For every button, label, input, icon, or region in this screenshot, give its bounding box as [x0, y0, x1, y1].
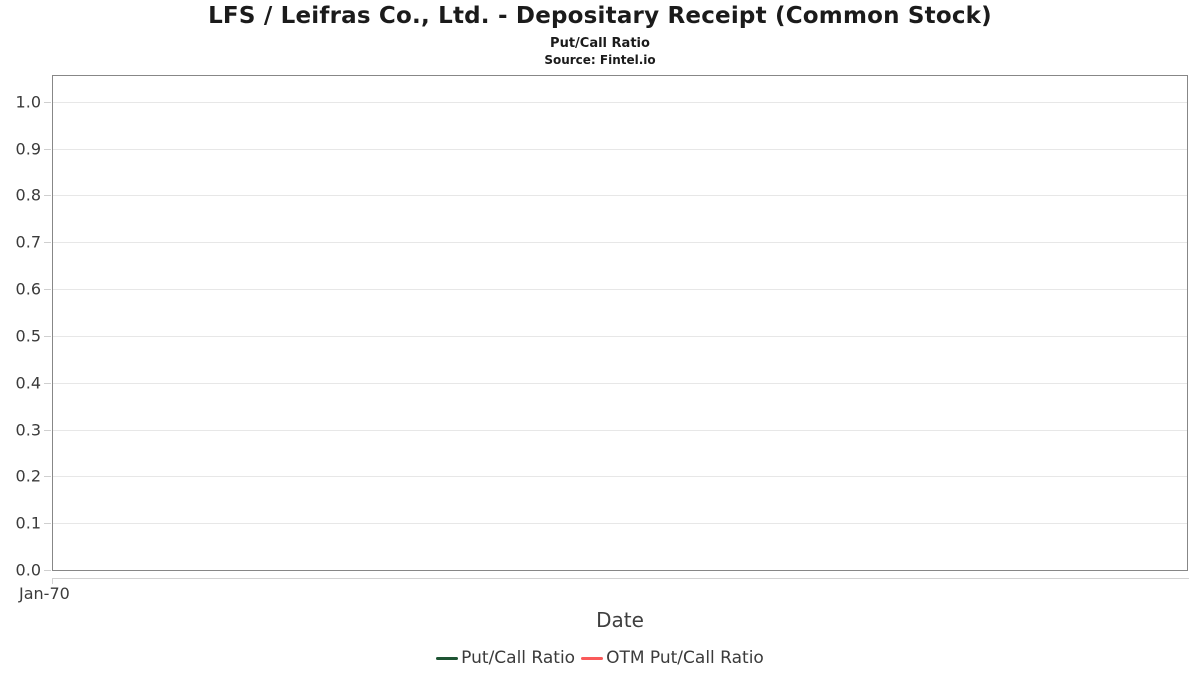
y-gridline [53, 101, 1187, 103]
y-tick-label: 0.7 [15, 232, 41, 252]
y-gridline [53, 195, 1187, 197]
y-tick-label: 0.2 [15, 466, 41, 486]
y-tick-mark [44, 289, 51, 291]
y-tick-label: 0.6 [15, 279, 41, 299]
y-tick-mark [44, 476, 51, 478]
x-tick-label: Jan-70 [19, 584, 70, 603]
legend-item[interactable]: Put/Call Ratio [436, 648, 575, 668]
x-axis-tick-mark [52, 578, 53, 584]
y-gridline [53, 476, 1187, 478]
y-tick-mark [44, 335, 51, 337]
y-gridline [53, 242, 1187, 244]
y-tick-label: 0.9 [15, 139, 41, 159]
y-tick-mark [44, 148, 51, 150]
y-tick-label: 1.0 [15, 92, 41, 112]
y-tick-label: 0.1 [15, 513, 41, 533]
y-tick-mark [44, 195, 51, 197]
y-tick-mark [44, 429, 51, 431]
legend-label: OTM Put/Call Ratio [606, 648, 764, 668]
y-tick-label: 0.8 [15, 185, 41, 205]
y-tick-mark [44, 382, 51, 384]
legend-item[interactable]: OTM Put/Call Ratio [581, 648, 764, 668]
legend-swatch [581, 656, 604, 660]
y-gridline [53, 382, 1187, 384]
y-tick-label: 0.4 [15, 373, 41, 393]
y-tick-mark [44, 570, 51, 571]
chart-source: Source: Fintel.io [544, 53, 656, 67]
y-gridline [53, 429, 1187, 431]
y-tick-mark [44, 242, 51, 244]
y-tick-label: 0.0 [15, 560, 41, 580]
chart-subtitle: Put/Call Ratio [550, 36, 650, 51]
y-gridline [53, 289, 1187, 291]
y-tick-label: 0.5 [15, 326, 41, 346]
y-gridline [53, 335, 1187, 337]
chart-title: LFS / Leifras Co., Ltd. - Depositary Rec… [208, 3, 992, 29]
legend: Put/Call Ratio OTM Put/Call Ratio [0, 648, 1200, 668]
y-gridline [53, 523, 1187, 525]
y-tick-label: 0.3 [15, 420, 41, 440]
legend-swatch [436, 656, 459, 660]
plot-area: 0.0 0.1 0.2 0.3 0.4 0.5 0.6 0.7 0.8 0.9 1.0 [16, 75, 1188, 580]
x-axis-title: Date [596, 608, 644, 632]
legend-label: Put/Call Ratio [461, 648, 576, 668]
y-tick-mark [44, 101, 51, 103]
x-axis-line [52, 578, 1189, 579]
y-tick-mark [44, 523, 51, 525]
y-gridline [53, 148, 1187, 150]
